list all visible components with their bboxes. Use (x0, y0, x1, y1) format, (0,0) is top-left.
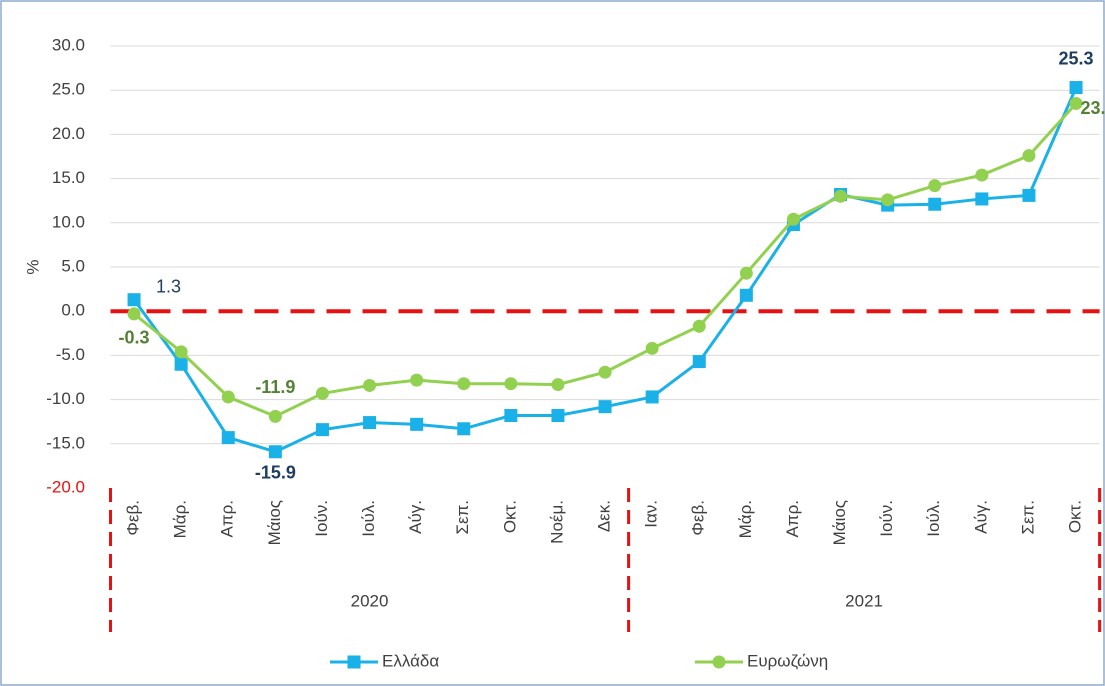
x-tick-label: Σεπ. (453, 500, 472, 535)
x-tick-label: Μάρ. (171, 500, 190, 538)
marker (551, 409, 565, 423)
y-tick-label: 15.0 (52, 168, 85, 187)
marker (786, 212, 800, 226)
marker (504, 377, 518, 391)
marker (363, 378, 377, 392)
marker (504, 409, 518, 423)
x-tick-label: Απρ. (218, 500, 237, 537)
marker (1069, 96, 1083, 110)
x-tick-label: Αύγ. (406, 500, 425, 534)
marker (975, 192, 989, 206)
x-tick-label: Αύγ. (971, 500, 990, 534)
marker (928, 197, 942, 211)
marker (315, 386, 329, 400)
marker (221, 431, 235, 445)
x-tick-label: Φεβ. (689, 500, 708, 536)
group-label: 2020 (351, 591, 389, 610)
x-tick-label: Ιαν. (642, 500, 661, 528)
marker (363, 416, 377, 430)
marker (928, 179, 942, 193)
marker (174, 345, 188, 359)
x-tick-label: Ιούν. (877, 500, 896, 537)
data-label: -0.3 (119, 328, 150, 348)
x-tick-label: Ιούλ. (359, 500, 378, 537)
y-tick-label: 0.0 (61, 301, 85, 320)
y-tick-label: 25.0 (52, 80, 85, 99)
marker (1022, 188, 1036, 202)
y-tick-label: 10.0 (52, 212, 85, 231)
marker (1069, 81, 1083, 95)
marker (645, 341, 659, 355)
y-tick-label: -20.0 (46, 477, 85, 496)
data-label: 23.5 (1081, 98, 1105, 118)
x-tick-label: Ιούλ. (924, 500, 943, 537)
x-tick-label: Σεπ. (1018, 500, 1037, 535)
x-tick-label: Μάιος (265, 500, 284, 545)
marker (457, 377, 471, 391)
marker (268, 409, 282, 423)
y-tick-label: 20.0 (52, 124, 85, 143)
marker (221, 390, 235, 404)
x-tick-label: Μάρ. (736, 500, 755, 538)
data-label: -11.9 (255, 377, 295, 397)
data-label: -15.9 (255, 463, 296, 483)
x-tick-label: Οκτ. (500, 500, 519, 533)
marker (457, 422, 471, 436)
y-tick-label: 30.0 (52, 35, 85, 54)
marker (692, 319, 706, 333)
x-tick-label: Μάιος (830, 500, 849, 545)
marker (268, 445, 282, 459)
y-tick-label: -5.0 (56, 345, 85, 364)
x-tick-label: Απρ. (783, 500, 802, 537)
marker (315, 423, 329, 437)
marker (127, 307, 141, 321)
marker (410, 373, 424, 387)
marker (127, 293, 141, 307)
marker (881, 193, 895, 207)
marker (174, 357, 188, 371)
x-tick-label: Δεκ. (595, 500, 614, 532)
marker (598, 365, 612, 379)
data-label: 25.3 (1059, 48, 1094, 68)
marker (739, 288, 753, 302)
y-tick-label: 5.0 (61, 256, 85, 275)
marker (598, 400, 612, 414)
marker (834, 189, 848, 203)
y-tick-label: -10.0 (46, 389, 85, 408)
x-tick-label: Οκτ. (1066, 500, 1085, 533)
data-label: 1.3 (156, 276, 181, 296)
x-tick-label: Νοέμ. (547, 500, 566, 544)
marker (645, 390, 659, 404)
legend-marker (347, 655, 361, 669)
marker (410, 417, 424, 431)
marker (692, 355, 706, 369)
marker (975, 168, 989, 182)
marker (551, 378, 565, 392)
x-tick-label: Ιούν. (312, 500, 331, 537)
legend-label: Ευρωζώνη (747, 651, 828, 670)
y-tick-label: -15.0 (46, 433, 85, 452)
marker (739, 266, 753, 280)
x-tick-label: Φεβ. (124, 500, 143, 536)
legend-label: Ελλάδα (382, 651, 439, 670)
group-label: 2021 (845, 591, 883, 610)
marker (1022, 149, 1036, 163)
y-axis-label: % (23, 259, 42, 274)
legend-marker (712, 655, 726, 669)
